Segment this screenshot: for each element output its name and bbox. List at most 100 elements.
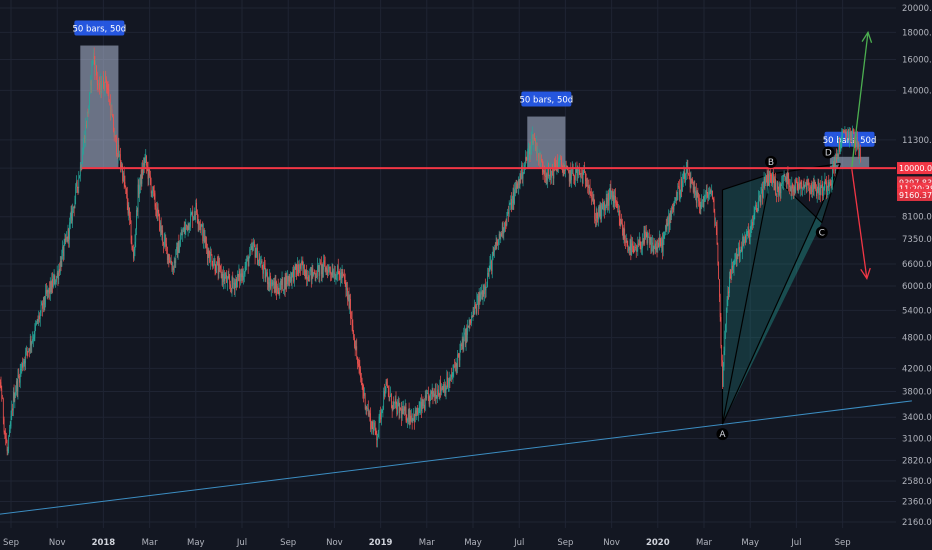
candle-body xyxy=(725,312,727,325)
candle-body xyxy=(635,247,636,248)
candle-body xyxy=(140,174,141,186)
candle-body xyxy=(766,175,768,186)
candle-body xyxy=(156,207,158,217)
candle-body xyxy=(570,170,572,180)
candle-body xyxy=(550,168,552,178)
candle-body xyxy=(461,344,462,347)
candle-body xyxy=(523,168,525,175)
candle-body xyxy=(21,362,23,369)
candle-body xyxy=(470,322,472,324)
candle-body xyxy=(139,185,140,195)
price-tick-label: 4800.00 xyxy=(902,334,932,344)
candle-body xyxy=(166,243,167,247)
candle-body xyxy=(179,245,180,253)
candle-body xyxy=(496,241,498,245)
candle-body xyxy=(522,174,524,179)
candle-body xyxy=(695,190,696,196)
candle-body xyxy=(320,262,321,264)
price-tick-label: 7350.00 xyxy=(902,235,932,245)
candle-body xyxy=(236,278,237,288)
candle-body xyxy=(697,191,699,198)
candle-body xyxy=(158,212,160,215)
candle-body xyxy=(157,207,159,213)
candle-body xyxy=(622,223,623,232)
candle-body xyxy=(769,171,771,176)
candle-body xyxy=(615,195,616,203)
candle-body xyxy=(723,350,725,367)
candle-body xyxy=(95,66,97,73)
candle-body xyxy=(737,254,739,256)
candle-body xyxy=(719,278,720,297)
candle-body xyxy=(488,270,490,276)
candle-body xyxy=(196,202,197,213)
candle-body xyxy=(464,332,465,335)
candle-body xyxy=(656,246,658,250)
candle-body xyxy=(70,211,72,219)
projection-up-arrow-shaft xyxy=(851,32,869,168)
candle-body xyxy=(39,315,40,320)
candle-body xyxy=(297,264,299,271)
candle-body xyxy=(405,406,407,421)
candle-body xyxy=(624,229,626,242)
candle-body xyxy=(308,280,310,282)
candle-body xyxy=(820,186,822,195)
candle-body xyxy=(708,194,709,199)
candle-body xyxy=(467,325,468,335)
candle-body xyxy=(451,374,452,378)
candle-body xyxy=(105,72,107,80)
candle-body xyxy=(18,375,20,376)
candle-body xyxy=(759,195,761,203)
candle-body xyxy=(155,206,157,210)
candle-body xyxy=(190,214,191,227)
candle-body xyxy=(553,162,555,179)
candle-body xyxy=(115,135,117,138)
time-tick-label: May xyxy=(187,538,205,548)
candle-body xyxy=(473,310,475,315)
candle-body xyxy=(336,274,338,279)
candle-body xyxy=(253,241,254,246)
candle-body xyxy=(628,247,629,251)
candle-body xyxy=(116,153,118,157)
candle-body xyxy=(645,231,647,234)
candle-body xyxy=(89,92,90,106)
time-tick-label: Jul xyxy=(236,538,247,548)
candle-body xyxy=(499,234,501,239)
candle-body xyxy=(721,345,723,361)
abcd-pattern xyxy=(721,162,841,425)
candle-body xyxy=(79,176,80,178)
candle-body xyxy=(583,169,585,172)
candle-body xyxy=(401,408,403,419)
candle-body xyxy=(375,428,377,434)
candle-body xyxy=(230,288,232,292)
candle-body xyxy=(597,217,599,220)
candle-body xyxy=(462,338,464,350)
candle-body xyxy=(758,197,760,204)
candle-body xyxy=(795,180,796,193)
candle-body xyxy=(249,249,251,259)
candle-body xyxy=(798,183,800,192)
candle-body xyxy=(735,253,736,259)
candle-body xyxy=(307,277,308,280)
candle-body xyxy=(230,284,231,289)
candle-body xyxy=(398,401,400,413)
time-axis[interactable]: Sep Nov 2018 Mar May Jul Sep Nov 2019 Mar May Jul Se… xyxy=(3,538,851,548)
candle-body xyxy=(670,210,672,217)
candle-body xyxy=(232,277,234,284)
candle-body xyxy=(36,319,38,323)
candle-body xyxy=(359,365,361,370)
candle-body xyxy=(241,273,243,278)
candle-body xyxy=(678,185,679,187)
candle-body xyxy=(596,212,598,218)
candle-body xyxy=(843,131,844,133)
candle-body xyxy=(317,265,318,278)
candles xyxy=(0,47,861,456)
candle-body xyxy=(665,225,666,232)
candle-body xyxy=(588,186,590,189)
candle-body xyxy=(510,198,512,204)
candle-body xyxy=(87,111,89,114)
candle-body xyxy=(208,250,210,257)
candle-body xyxy=(647,237,649,243)
time-tick-label: 2019 xyxy=(369,538,393,548)
candle-body xyxy=(658,242,659,248)
